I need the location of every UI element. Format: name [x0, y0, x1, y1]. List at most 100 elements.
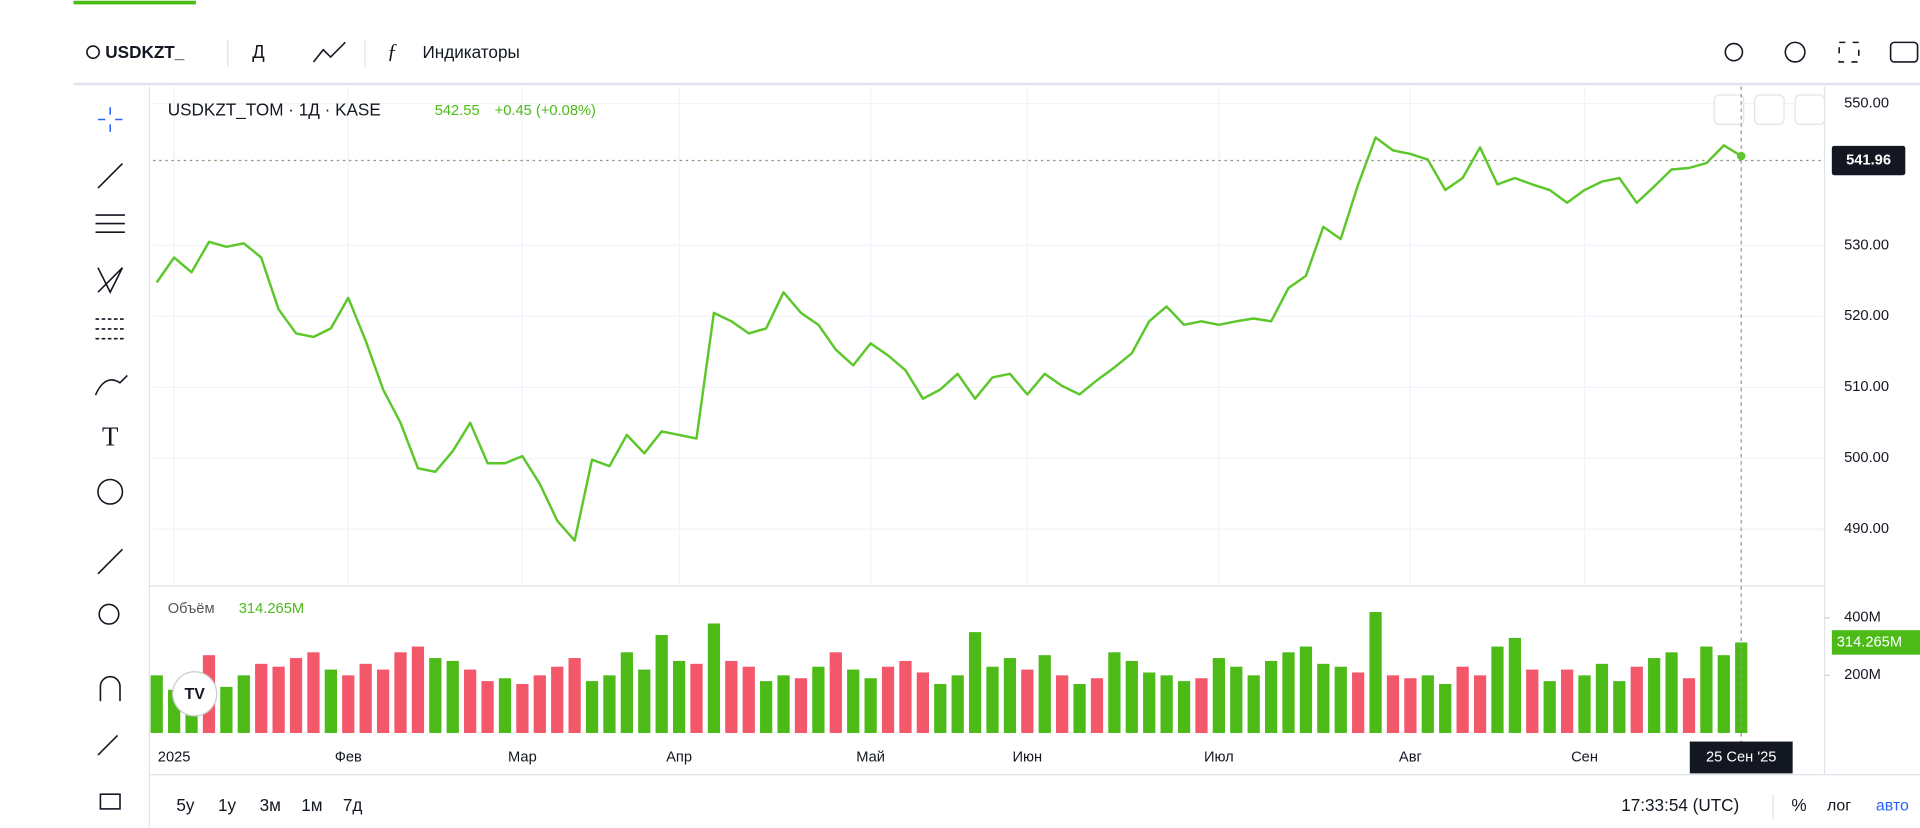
volume-bar [307, 652, 320, 733]
volume-bar [429, 658, 442, 733]
y-tick-label: 550.00 [1844, 95, 1889, 111]
x-tick-label: Мар [508, 749, 537, 765]
fib-tool[interactable] [95, 214, 125, 233]
volume-value: 314.265M [239, 601, 304, 617]
x-label-box [1689, 741, 1793, 774]
pane-button[interactable] [1754, 94, 1785, 126]
volume-bar [847, 669, 860, 733]
pane-buttons [1713, 94, 1826, 126]
volume-bar [1073, 684, 1086, 733]
volume-bar [481, 681, 494, 733]
emoji-tool[interactable] [97, 478, 124, 505]
volume-bar [1282, 652, 1295, 733]
tv-logo[interactable] [172, 671, 218, 717]
screenshot-icon[interactable] [1889, 41, 1919, 63]
volume-bar [1247, 675, 1260, 733]
crosshair-tool[interactable] [97, 107, 123, 132]
volume-bar [1543, 681, 1556, 733]
pane-button[interactable] [1713, 94, 1745, 126]
x-tick-label: Июл [1204, 749, 1234, 765]
timeframe-button[interactable]: 7д [343, 795, 363, 815]
volume-bar [638, 669, 651, 733]
volume-bar [1177, 681, 1191, 733]
volume-bar [620, 652, 633, 733]
zoom-tool[interactable] [98, 603, 120, 625]
timeframe-button[interactable]: 1у [218, 795, 237, 815]
timeframe-button[interactable]: 3м [260, 795, 281, 815]
volume-bar [1456, 666, 1469, 733]
volume-bar [359, 663, 372, 733]
volume-bar [777, 675, 790, 733]
volume-bar [1613, 681, 1626, 733]
volume-bar [1473, 675, 1487, 733]
bottom-bar: 17:33:54 (UTC) % лог авто 5у 1у 3м 1м 7д [176, 794, 1909, 819]
volume-bar [568, 658, 581, 733]
volume-bar [411, 646, 425, 733]
chart-type-icon[interactable] [312, 41, 346, 63]
volume-bar [690, 663, 703, 733]
log-toggle[interactable]: лог [1827, 798, 1851, 815]
volume-bar [794, 678, 808, 733]
volume-bar [655, 635, 668, 733]
fullscreen-icon[interactable] [1838, 41, 1860, 63]
volume-bar [1648, 658, 1661, 733]
volume-bar [1230, 666, 1243, 733]
trend-line-tool[interactable] [97, 163, 124, 189]
volume-bar [255, 663, 268, 733]
volume-bar [916, 672, 929, 733]
volume-bar [533, 675, 546, 733]
volume-bar [1056, 675, 1069, 733]
volume-bar [1369, 611, 1382, 733]
volume-label: 314.265M [1837, 634, 1902, 650]
percent-toggle[interactable]: % [1791, 795, 1806, 815]
volume-bar [1108, 652, 1121, 733]
symbol[interactable]: USDKZT_ [105, 42, 184, 62]
price-label-box [1831, 145, 1906, 176]
volume-bar [864, 678, 877, 733]
volume-bar [1038, 655, 1051, 733]
x-tick-label: Апр [666, 749, 692, 765]
timeframe-button[interactable]: 1м [301, 795, 322, 815]
volume-bar [585, 681, 599, 733]
plot [150, 86, 1830, 733]
volume-bar [1090, 678, 1104, 733]
pane-button[interactable] [1794, 94, 1826, 126]
settings-icon[interactable] [1784, 41, 1806, 63]
volume-bar [603, 675, 616, 733]
volume-bar [1508, 637, 1521, 733]
fx-icon[interactable]: ƒ [387, 39, 397, 63]
volume-bar [1386, 675, 1400, 733]
interval[interactable]: Д [252, 41, 265, 62]
y-tick-label: 200M [1844, 667, 1881, 683]
volume-bar [1578, 675, 1591, 733]
text-tool[interactable]: T [102, 421, 118, 451]
last-price: 542.55 [435, 103, 480, 119]
pattern-tool[interactable] [97, 267, 124, 294]
projection-tool[interactable] [95, 318, 125, 340]
volume-bar [1352, 672, 1365, 733]
x-tick-label: Май [856, 749, 885, 765]
volume-bar [1717, 655, 1730, 733]
volume-bar [951, 675, 964, 733]
volume-bar [986, 666, 999, 733]
indicators[interactable]: Индикаторы [422, 42, 519, 62]
y-tick-label: 520.00 [1844, 308, 1889, 324]
lock-tool[interactable] [99, 793, 121, 810]
ruler-tool[interactable] [97, 548, 124, 575]
magnet-tool[interactable] [99, 675, 121, 702]
alert-icon[interactable] [1724, 42, 1744, 62]
volume-bar [934, 684, 947, 733]
volume-bar [829, 652, 842, 733]
volume-bar [551, 666, 564, 733]
timeframe-button[interactable]: 5у [176, 795, 195, 815]
volume-bar [237, 675, 250, 733]
y-tick-label: 500.00 [1844, 450, 1889, 466]
lock-drawings-tool[interactable] [97, 734, 119, 756]
x-tick-label: Авг [1399, 749, 1422, 765]
brush-tool[interactable] [94, 374, 128, 396]
volume-bar [672, 660, 686, 733]
volume-bar [516, 684, 529, 733]
auto-toggle[interactable]: авто [1876, 798, 1909, 815]
volume-bar [742, 666, 755, 733]
